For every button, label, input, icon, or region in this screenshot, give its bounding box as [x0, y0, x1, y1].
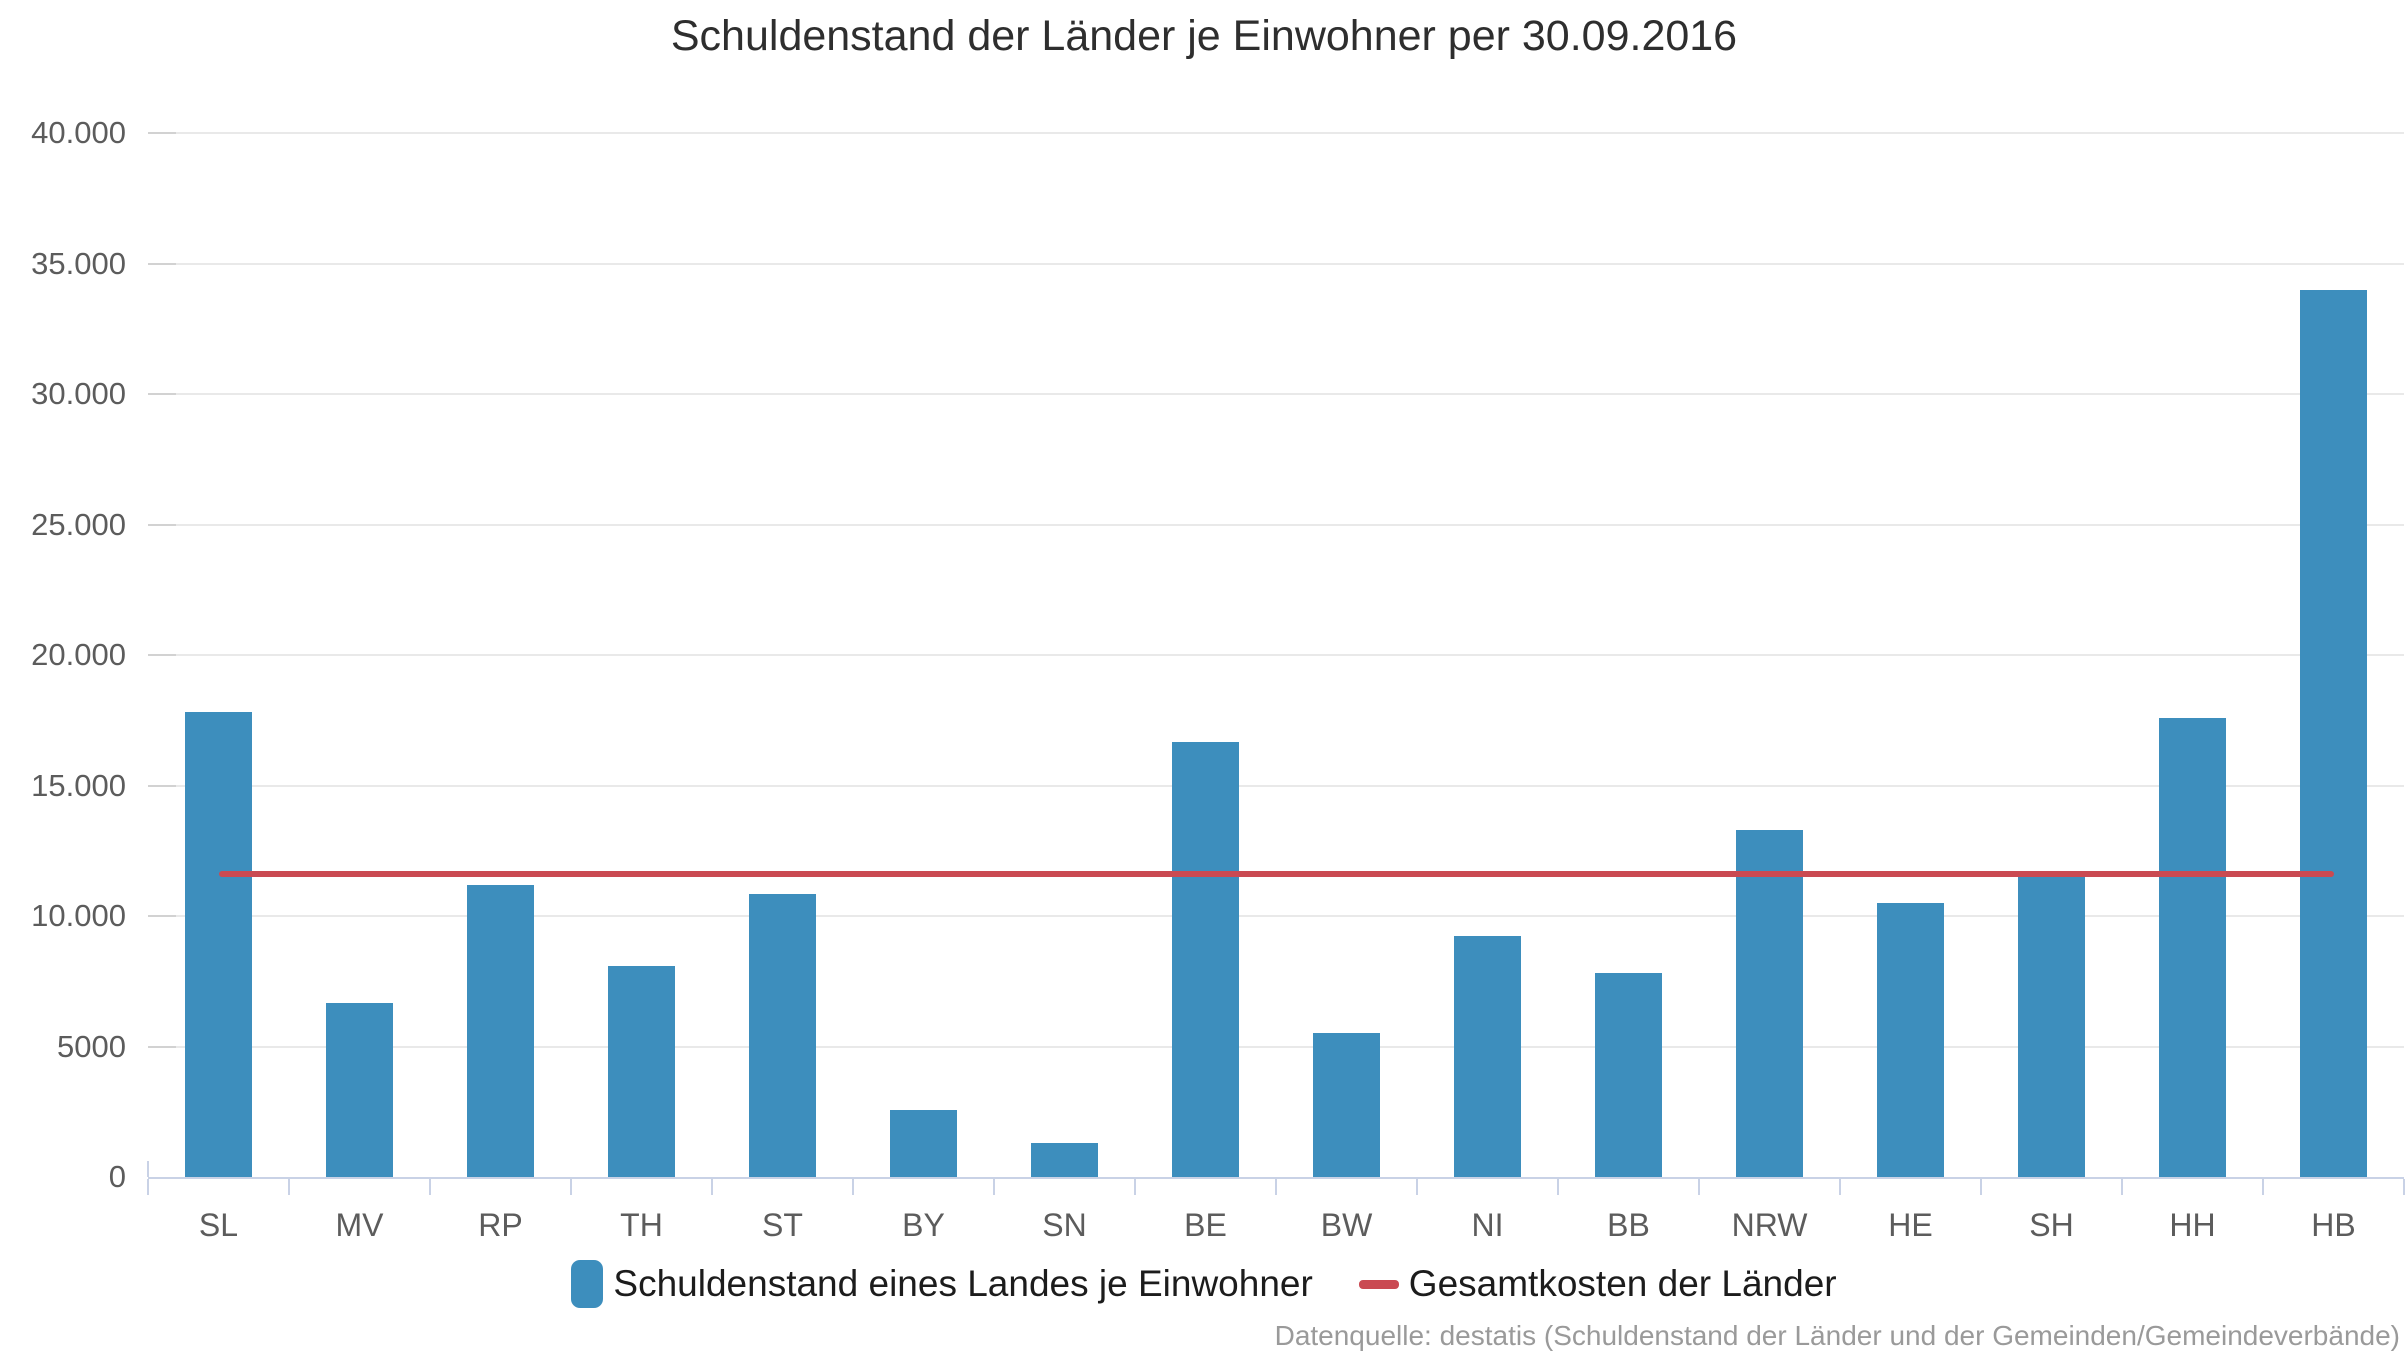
gridline-35000 — [148, 262, 2404, 265]
bar-BY[interactable] — [890, 1110, 957, 1177]
x-axis-label-TH: TH — [620, 1207, 663, 1243]
y-axis-label: 40.000 — [31, 115, 126, 150]
gridline-5000 — [148, 1045, 2404, 1048]
y-tick-20000 — [148, 654, 176, 656]
bar-ST[interactable] — [749, 894, 816, 1177]
x-axis-tick — [429, 1179, 431, 1195]
x-axis-label-SN: SN — [1042, 1207, 1087, 1243]
x-axis-tick — [147, 1179, 149, 1195]
y-tick-10000 — [148, 915, 176, 917]
x-axis-label-BY: BY — [902, 1207, 945, 1243]
bar-BE[interactable] — [1172, 742, 1239, 1177]
y-tick-5000 — [148, 1045, 176, 1048]
y-axis-label: 25.000 — [31, 506, 126, 542]
gridline-20000 — [148, 654, 2404, 656]
x-axis-tick — [993, 1179, 995, 1195]
bar-HB[interactable] — [2300, 290, 2367, 1177]
x-axis-label-SL: SL — [198, 1207, 239, 1243]
x-axis-label-MV: MV — [335, 1207, 384, 1243]
legend-bar-swatch-icon — [571, 1260, 604, 1308]
x-axis-label-NRW: NRW — [1731, 1207, 1808, 1243]
legend-line-swatch-icon — [1358, 1279, 1399, 1289]
x-axis-label-HB: HB — [2311, 1207, 2356, 1243]
y-axis-label: 0 — [108, 1159, 126, 1194]
y-tick-25000 — [148, 523, 176, 526]
axis-corner-tick — [147, 1161, 149, 1177]
x-axis-label-BW: BW — [1320, 1207, 1373, 1243]
legend-item-line[interactable]: Gesamtkosten der Länder — [1358, 1263, 1837, 1305]
bar-SL[interactable] — [185, 712, 252, 1177]
y-tick-40000 — [148, 132, 176, 134]
x-axis-tick — [852, 1179, 854, 1195]
legend-item-bar[interactable]: Schuldenstand eines Landes je Einwohner — [571, 1260, 1313, 1308]
x-axis-tick — [288, 1179, 290, 1195]
bar-SH[interactable] — [2018, 877, 2085, 1177]
legend-label: Schuldenstand eines Landes je Einwohner — [613, 1263, 1313, 1304]
gridline-40000 — [148, 132, 2404, 134]
x-axis-label-HE: HE — [1888, 1207, 1933, 1243]
x-axis-label-RP: RP — [478, 1207, 523, 1243]
x-axis-tick — [2262, 1179, 2264, 1195]
gridline-30000 — [148, 393, 2404, 395]
x-axis-label-ST: ST — [762, 1207, 803, 1243]
x-axis-tick — [1416, 1179, 1418, 1195]
x-axis-label-SH: SH — [2029, 1207, 2074, 1243]
x-axis-tick — [1275, 1179, 1277, 1195]
bar-RP[interactable] — [467, 885, 534, 1177]
y-axis-label: 35.000 — [31, 245, 126, 281]
x-axis-tick — [1557, 1179, 1559, 1195]
bar-TH[interactable] — [608, 966, 675, 1177]
bar-HE[interactable] — [1877, 903, 1944, 1177]
x-axis-line — [148, 1177, 2404, 1179]
gridline-15000 — [148, 784, 2404, 787]
y-tick-15000 — [148, 784, 176, 787]
y-axis-label: 30.000 — [31, 376, 126, 411]
x-axis-tick — [570, 1179, 572, 1195]
y-tick-35000 — [148, 262, 176, 265]
bar-SN[interactable] — [1031, 1143, 1098, 1177]
bar-BW[interactable] — [1313, 1033, 1380, 1177]
bar-NRW[interactable] — [1736, 830, 1803, 1177]
x-axis-tick — [711, 1179, 713, 1195]
y-axis-label: 15.000 — [31, 767, 126, 803]
y-axis-label: 20.000 — [31, 637, 126, 672]
y-tick-30000 — [148, 393, 176, 395]
x-axis-tick — [1134, 1179, 1136, 1195]
x-axis-label-HH: HH — [2169, 1207, 2216, 1243]
x-axis-tick — [1980, 1179, 1982, 1195]
bar-BB[interactable] — [1595, 973, 1662, 1177]
x-axis-tick — [1698, 1179, 1700, 1195]
legend-label: Gesamtkosten der Länder — [1408, 1263, 1837, 1304]
x-axis-label-BB: BB — [1607, 1207, 1650, 1243]
source-note: Datenquelle: destatis (Schuldenstand der… — [1274, 1320, 2400, 1351]
x-axis-tick — [2121, 1179, 2123, 1195]
reference-line[interactable] — [219, 871, 2334, 877]
chart-title: Schuldenstand der Länder je Einwohner pe… — [670, 12, 1738, 60]
legend: Schuldenstand eines Landes je Einwohner G… — [0, 1252, 2408, 1316]
y-axis-label: 10.000 — [31, 898, 126, 933]
gridline-10000 — [148, 915, 2404, 917]
x-axis-tick — [2403, 1179, 2405, 1195]
bar-MV[interactable] — [326, 1003, 393, 1177]
bar-NI[interactable] — [1454, 936, 1521, 1177]
x-axis-tick — [1839, 1179, 1841, 1195]
y-axis-label: 5000 — [57, 1028, 126, 1064]
gridline-25000 — [148, 523, 2404, 526]
x-axis-label-BE: BE — [1184, 1207, 1227, 1243]
x-axis-label-NI: NI — [1471, 1207, 1504, 1243]
bar-HH[interactable] — [2159, 718, 2226, 1177]
